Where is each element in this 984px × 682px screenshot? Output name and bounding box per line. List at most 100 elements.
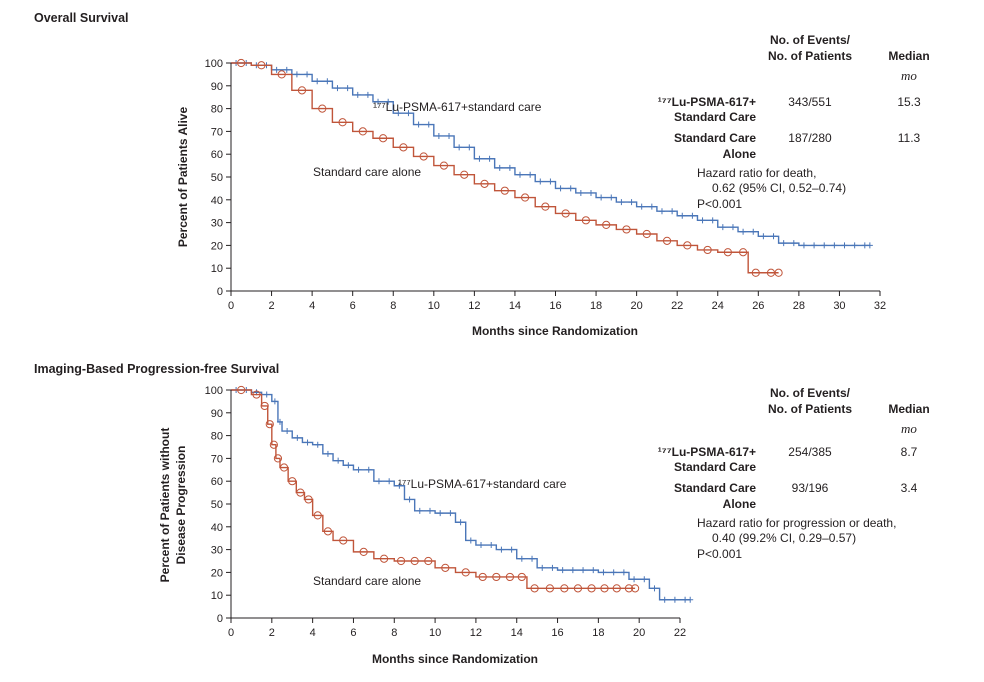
censor-mark: [314, 78, 321, 85]
censor-mark: [628, 199, 635, 206]
y-tick-label: 90: [211, 408, 223, 420]
censor-mark: [496, 164, 503, 171]
censor-mark: [426, 507, 433, 514]
censor-mark: [831, 242, 838, 249]
legend-label-standard-care: Standard care alone: [313, 165, 421, 179]
censor-mark: [661, 596, 668, 603]
censor-mark: [375, 478, 382, 485]
censor-mark: [461, 568, 470, 577]
censor-mark: [334, 85, 341, 92]
censor-mark: [520, 193, 530, 202]
censor-mark: [669, 208, 676, 215]
censor-mark: [279, 463, 289, 472]
table-header-events-line1: No. of Events/: [770, 386, 851, 400]
y-tick-label: 0: [217, 613, 223, 625]
progression-free-survival-panel: Imaging-Based Progression-free Survival …: [34, 362, 930, 666]
censor-mark: [547, 178, 554, 185]
censor-mark: [618, 199, 625, 206]
censor-mark: [288, 477, 297, 486]
censor-mark: [682, 596, 689, 603]
x-tick-label: 0: [228, 627, 234, 639]
table-row1-median: 15.3: [897, 95, 921, 109]
censor-mark: [498, 546, 505, 553]
y-tick-label: 50: [211, 172, 223, 184]
table-row1-group-line2: Standard Care: [674, 460, 756, 474]
censor-mark: [365, 466, 372, 473]
censor-mark: [662, 236, 672, 245]
y-tick-label: 30: [211, 218, 223, 230]
table-row2-group-line1: Standard Care: [674, 481, 756, 495]
censor-mark: [488, 542, 495, 549]
stats-line2: 0.40 (99.2% CI, 0.29–0.57): [712, 531, 856, 545]
censor-mark: [557, 185, 564, 192]
x-tick-label: 4: [309, 300, 315, 312]
censor-mark: [344, 85, 351, 92]
y-tick-label: 60: [211, 149, 223, 161]
panel-title: Overall Survival: [34, 11, 129, 25]
censor-mark: [600, 569, 607, 576]
x-tick-label: 30: [833, 300, 845, 312]
x-tick-label: 12: [468, 300, 480, 312]
censor-mark: [518, 555, 525, 562]
censor-mark: [638, 203, 645, 210]
censor-mark: [265, 420, 274, 429]
legend-label-lu-psma: ¹⁷⁷Lu-PSMA-617+standard care: [373, 100, 542, 114]
censor-mark: [460, 170, 469, 179]
censor-mark: [651, 585, 658, 592]
censor-mark: [396, 556, 406, 566]
results-table: No. of Events/ No. of Patients Median mo…: [658, 33, 930, 211]
censor-mark: [364, 91, 371, 98]
results-table: No. of Events/ No. of Patients Median mo…: [658, 386, 930, 561]
x-tick-label: 28: [793, 300, 805, 312]
y-tick-label: 60: [211, 476, 223, 488]
y-tick-label: 80: [211, 104, 223, 116]
censor-mark: [631, 576, 638, 583]
table-header-events-line2: No. of Patients: [768, 49, 852, 63]
censor-mark: [587, 189, 594, 196]
censor-mark: [866, 242, 873, 249]
censor-mark: [687, 596, 694, 603]
censor-mark: [658, 208, 665, 215]
censor-mark: [375, 98, 382, 105]
x-tick-label: 24: [712, 300, 724, 312]
censor-mark: [416, 507, 423, 514]
censor-mark: [760, 233, 767, 240]
x-tick-label: 16: [551, 627, 563, 639]
x-tick-label: 8: [391, 627, 397, 639]
censor-mark: [517, 572, 526, 582]
censor-mark: [624, 584, 634, 593]
y-tick-label: 20: [211, 567, 223, 579]
censor-mark: [610, 569, 617, 576]
x-axis-label: Months since Randomization: [372, 652, 538, 666]
censor-mark: [699, 217, 706, 224]
censor-mark: [478, 572, 487, 582]
censor-mark: [283, 66, 290, 73]
censor-mark: [641, 576, 648, 583]
censor-mark: [284, 428, 291, 435]
y-tick-label: 100: [205, 385, 223, 397]
x-tick-label: 16: [549, 300, 561, 312]
x-tick-label: 2: [269, 300, 275, 312]
censor-mark: [296, 488, 305, 497]
censor-mark: [774, 268, 783, 277]
x-tick-label: 4: [310, 627, 316, 639]
censor-mark: [276, 418, 283, 425]
censor-mark: [406, 496, 413, 503]
censor-mark: [260, 401, 269, 411]
censor-mark: [577, 189, 584, 196]
x-tick-label: 14: [509, 300, 521, 312]
table-row2-group-line2: Alone: [723, 497, 757, 511]
censor-mark: [620, 569, 627, 576]
y-axis-label-line1: Percent of Patients without: [158, 428, 172, 583]
censor-mark: [257, 61, 266, 70]
censor-mark: [508, 546, 515, 553]
x-tick-label: 12: [470, 627, 482, 639]
censor-mark: [304, 71, 311, 78]
censor-mark: [441, 563, 450, 572]
censor-mark: [385, 98, 392, 105]
y-axis-label: Percent of Patients Alive: [176, 107, 190, 248]
x-tick-label: 32: [874, 300, 886, 312]
